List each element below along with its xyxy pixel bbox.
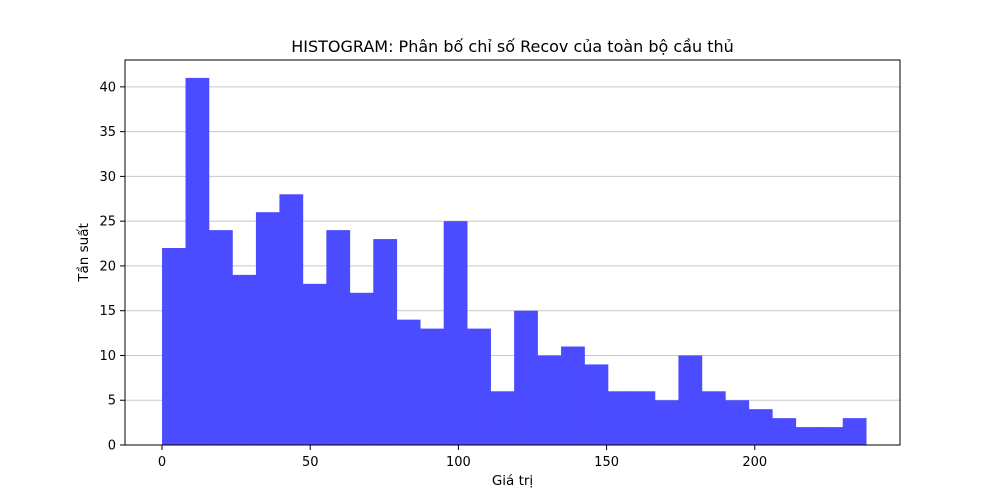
histogram-bar: [302, 283, 327, 445]
histogram-bar: [443, 221, 468, 445]
histogram-bar: [514, 310, 538, 445]
histogram-bar: [208, 230, 233, 445]
x-tick-label: 200: [742, 455, 767, 470]
histogram-bar: [608, 391, 632, 445]
histogram-bar: [678, 355, 703, 445]
histogram-bar: [467, 328, 491, 445]
x-axis-label: Giá trị: [492, 473, 533, 489]
plot-frame: [124, 59, 901, 446]
y-tick-label: 40: [99, 80, 116, 95]
histogram-bar: [819, 427, 844, 445]
histogram-bar: [255, 212, 280, 445]
histogram-bar: [748, 409, 773, 445]
histogram-bar: [631, 391, 656, 445]
x-tick-label: 50: [302, 455, 319, 470]
histogram-bar: [772, 418, 797, 445]
histogram-bar: [561, 346, 585, 445]
histogram-bar: [537, 355, 562, 445]
bar-layer: [162, 77, 867, 445]
y-tick-label: 5: [108, 394, 116, 409]
y-tick-label: 35: [99, 125, 116, 140]
histogram-bar: [654, 400, 679, 445]
x-tick-label: 150: [594, 455, 619, 470]
x-tick-label: 100: [446, 455, 471, 470]
histogram-bar: [162, 248, 186, 445]
histogram-bar: [396, 319, 421, 445]
chart-title: HISTOGRAM: Phân bố chỉ số Recov của toàn…: [291, 37, 734, 56]
histogram-bar: [420, 328, 445, 445]
histogram-bar: [584, 364, 609, 445]
histogram-bar: [349, 292, 374, 445]
y-axis-label: Tần suất: [76, 223, 92, 283]
histogram-bar: [373, 239, 398, 445]
histogram-bar: [701, 391, 726, 445]
histogram-bar: [795, 427, 820, 445]
histogram-bar: [232, 274, 257, 445]
y-tick-label: 10: [99, 349, 116, 364]
histogram-bar: [842, 418, 867, 445]
x-axis: 0 50 100 150 200: [158, 445, 767, 470]
histogram-bar: [185, 77, 210, 445]
x-tick-label: 0: [158, 455, 166, 470]
y-tick-label: 30: [99, 170, 116, 185]
y-axis: 0 5 10 15 20 25 30 35 40: [99, 80, 125, 454]
histogram-bar: [490, 391, 515, 445]
y-tick-label: 20: [99, 259, 116, 274]
y-tick-label: 15: [99, 304, 116, 319]
histogram-bar: [279, 194, 304, 445]
histogram-bar: [326, 230, 351, 445]
y-tick-label: 0: [108, 439, 116, 454]
y-tick-label: 25: [99, 215, 116, 230]
histogram-bar: [725, 400, 750, 445]
